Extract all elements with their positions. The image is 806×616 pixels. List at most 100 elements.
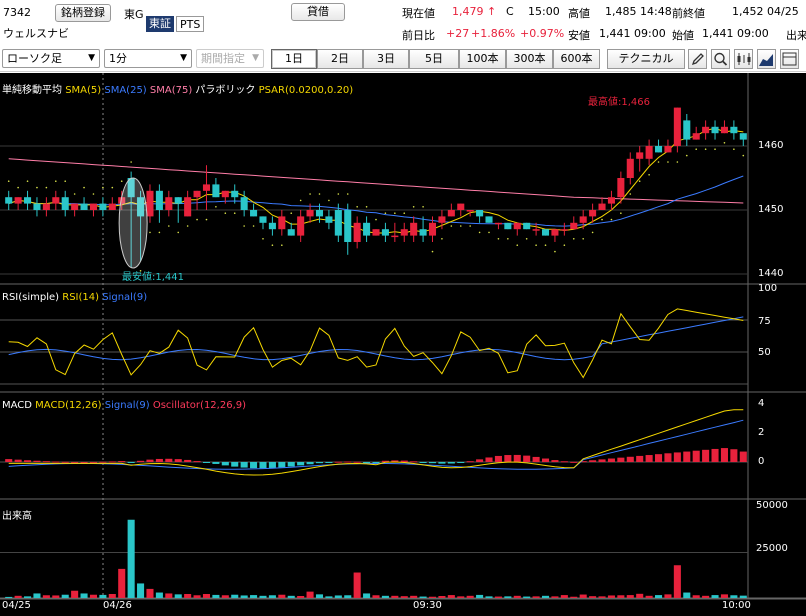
psar-dot [45,186,48,189]
low-highlight-ellipse [118,177,148,269]
area-chart-icon[interactable] [757,49,776,69]
exchange-pts-tab[interactable]: PTS [176,16,205,32]
oscillator-bar [504,455,512,462]
y-label-1450: 1450 [758,204,784,215]
psar-dot [83,186,85,189]
oscillator-bar [485,457,493,462]
chart-area[interactable]: 単純移動平均 SMA(5) SMA(25) SMA(75) パラボリック PSA… [0,73,806,616]
oscillator-bar [626,456,634,462]
volume-bar [127,519,135,598]
oscillator-bar [513,454,521,462]
volume-bar [155,592,163,598]
candle-chart-icon[interactable] [734,49,753,69]
psar-dot [92,193,95,195]
range-300-button[interactable]: 300本 [506,49,553,69]
volume-bar [447,595,455,598]
psar-dot [365,206,368,208]
chevron-down-icon: ▼ [88,53,95,63]
candle-body [137,197,145,217]
oscillator-bar [24,460,32,462]
volume-bar [325,596,333,598]
loan-button[interactable]: 貸借 [291,3,345,21]
oscillator-bar [730,449,738,462]
volume-bar [419,596,427,598]
candle-body [410,222,418,236]
oscillator-bar [155,458,163,462]
exchange-tse-tab[interactable]: 東証 [146,16,174,32]
candle-body [730,126,738,134]
psar-dot [375,218,377,221]
volume-bar [711,595,719,598]
volume-bar [89,594,97,598]
oscillator-bar [579,461,587,463]
range-2d-button[interactable]: 2日 [317,49,363,69]
volume-bar [108,593,116,598]
range-3d-button[interactable]: 3日 [363,49,409,69]
candle-body [579,216,587,223]
psar-dot [742,154,745,157]
x-label-0426: 04/26 [103,600,132,611]
oscillator-bar [250,462,258,469]
psar-dot [441,238,443,240]
psar-dot [572,238,575,240]
psar-dot [233,212,236,214]
volume-bar [589,596,597,598]
rsi-y-100: 100 [758,283,778,294]
macd-line [8,409,744,476]
psar-dot [111,186,114,189]
interval-value: 1分 [109,52,127,65]
candle-body [202,184,211,191]
range-1d-button[interactable]: 1日 [271,49,317,69]
candle-body [720,126,728,134]
volume-bar [184,593,192,598]
psar-dot [271,244,274,246]
candle-body [607,197,615,204]
register-stock-button[interactable]: 銘柄登録 [55,4,111,22]
psar-dot [723,142,726,144]
range-5d-button[interactable]: 5日 [409,49,459,69]
zoom-icon[interactable] [711,49,730,69]
psar-dot [186,225,189,227]
volume-bar [5,596,13,598]
psar-dot [676,161,679,163]
range-100-button[interactable]: 100本 [459,49,506,69]
volume-bar [165,593,173,598]
oscillator-bar [589,460,597,462]
chart-type-select[interactable]: ローソク足 ▼ [2,49,100,68]
candle-body [673,107,681,146]
volume-bar [410,595,418,598]
oscillator-bar [645,455,653,462]
range-600-button[interactable]: 600本 [553,49,600,69]
chart-canvas[interactable] [0,73,806,616]
volume-bar [240,595,248,598]
oscillator-bar [381,460,389,462]
candle-body [617,178,625,198]
psar-dot [26,180,29,182]
psar-dot [403,212,406,214]
pencil-icon[interactable] [688,49,707,69]
period-select[interactable]: 期間指定 ▼ [196,49,264,68]
candle-body [42,203,50,210]
psar-dot [243,225,245,227]
chevron-down-icon: ▼ [252,53,259,63]
interval-select[interactable]: 1分 ▼ [104,49,192,68]
oscillator-bar [711,448,719,462]
technical-button[interactable]: テクニカル [607,49,685,69]
oscillator-bar [391,460,399,462]
psar-dot [544,244,547,246]
oscillator-bar [598,459,606,462]
candle-body [692,133,700,140]
label-volume: 出来 [786,29,806,42]
volume-bar [381,595,389,598]
candle-body [259,216,267,223]
volume-bar [24,596,32,598]
candle-body [231,190,239,198]
candle-body [353,222,361,242]
candle-body [240,197,248,210]
oscillator-bar [655,454,663,462]
oscillator-bar [202,462,211,463]
settings-icon[interactable] [780,49,799,69]
volume-bar [231,594,239,598]
volume-bar [636,593,644,598]
volume-bar [146,588,154,598]
